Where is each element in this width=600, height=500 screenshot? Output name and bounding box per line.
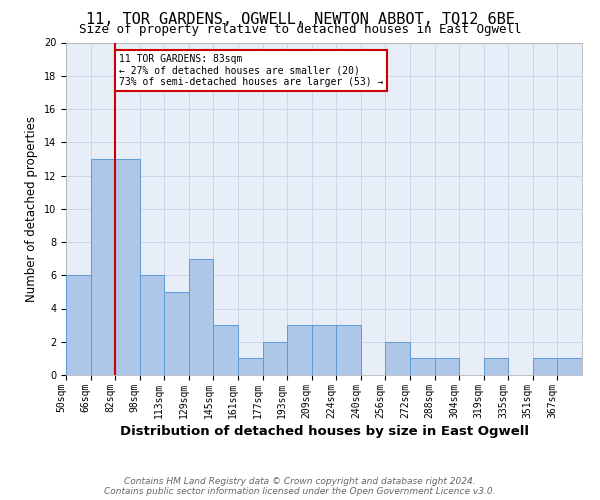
Bar <box>263 342 287 375</box>
Bar <box>115 159 140 375</box>
Bar <box>484 358 508 375</box>
Bar <box>533 358 557 375</box>
X-axis label: Distribution of detached houses by size in East Ogwell: Distribution of detached houses by size … <box>119 425 529 438</box>
Bar <box>287 325 312 375</box>
Bar <box>336 325 361 375</box>
Bar <box>140 275 164 375</box>
Bar <box>410 358 434 375</box>
Bar <box>557 358 582 375</box>
Bar <box>189 258 214 375</box>
Bar <box>434 358 459 375</box>
Text: Size of property relative to detached houses in East Ogwell: Size of property relative to detached ho… <box>79 22 521 36</box>
Bar <box>385 342 410 375</box>
Bar <box>164 292 189 375</box>
Bar <box>238 358 263 375</box>
Bar <box>66 275 91 375</box>
Text: Contains HM Land Registry data © Crown copyright and database right 2024.
Contai: Contains HM Land Registry data © Crown c… <box>104 476 496 496</box>
Text: 11 TOR GARDENS: 83sqm
← 27% of detached houses are smaller (20)
73% of semi-deta: 11 TOR GARDENS: 83sqm ← 27% of detached … <box>119 54 383 88</box>
Y-axis label: Number of detached properties: Number of detached properties <box>25 116 38 302</box>
Bar <box>312 325 336 375</box>
Bar <box>214 325 238 375</box>
Bar <box>91 159 115 375</box>
Text: 11, TOR GARDENS, OGWELL, NEWTON ABBOT, TQ12 6BE: 11, TOR GARDENS, OGWELL, NEWTON ABBOT, T… <box>86 12 514 28</box>
